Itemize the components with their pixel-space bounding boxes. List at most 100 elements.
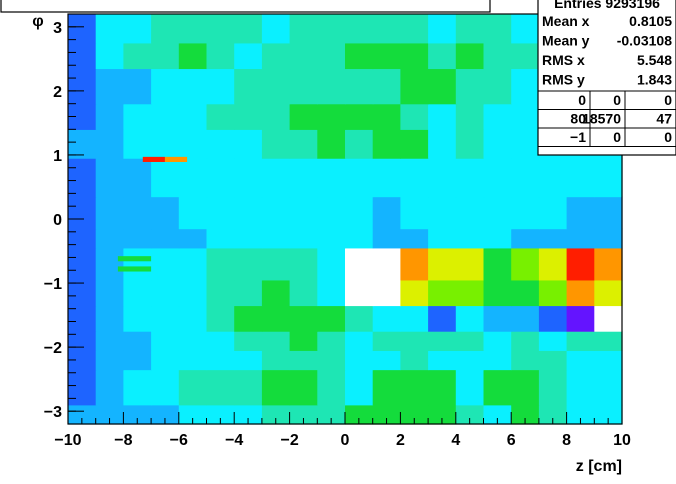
heatmap-cell	[317, 14, 346, 44]
heatmap-cell	[317, 228, 346, 249]
heatmap-cell	[95, 228, 124, 249]
x-tick-label: −10	[54, 432, 81, 449]
heatmap-cell	[594, 369, 623, 406]
heatmap-cell	[289, 129, 318, 159]
heatmap-cell	[289, 196, 318, 230]
heatmap-cell	[372, 196, 401, 230]
heatmap-cell	[151, 404, 180, 425]
heatmap-cell	[400, 103, 429, 130]
heatmap-cell	[68, 369, 97, 406]
heatmap-cell	[178, 404, 208, 425]
heatmap-cell	[178, 129, 208, 159]
y-tick-label: 3	[53, 20, 62, 37]
heatmap-cell	[261, 14, 291, 44]
heatmap-cell	[372, 158, 401, 198]
heatmap-cell	[317, 305, 346, 332]
heatmap-cell	[206, 404, 235, 425]
heatmap-cell	[594, 331, 623, 351]
heatmap-cell	[68, 247, 97, 281]
heatmap-cell	[566, 350, 595, 371]
heatmap-cell	[261, 279, 291, 307]
heatmap-cell	[511, 279, 540, 307]
heatmap-cell	[511, 305, 540, 332]
heatmap-cell	[400, 68, 429, 105]
x-tick-label: 4	[451, 432, 460, 449]
x-tick-label: 0	[341, 432, 350, 449]
heatmap-cell	[483, 103, 512, 130]
heatmap-cell	[289, 158, 318, 198]
heatmap-stripe	[164, 156, 188, 162]
heatmap-cell	[123, 247, 152, 281]
heatmap-cell	[151, 279, 180, 307]
y-tick-label: 1	[53, 148, 62, 165]
heatmap-cell	[400, 247, 429, 281]
heatmap-cell	[95, 404, 124, 425]
heatmap-cell	[317, 404, 346, 425]
heatmap-cell	[483, 129, 512, 159]
heatmap-cell	[372, 42, 401, 70]
heatmap-cell	[400, 196, 429, 230]
heatmap-cell	[428, 14, 457, 44]
heatmap-cell	[289, 14, 318, 44]
heatmap-cell	[372, 247, 401, 281]
heatmap-cell	[151, 369, 180, 406]
heatmap-cell	[511, 158, 540, 198]
heatmap-cell	[95, 247, 124, 281]
heatmap-cell	[566, 331, 595, 351]
heatmap-cell	[428, 404, 457, 425]
heatmap-cell	[511, 14, 540, 44]
heatmap-cell	[206, 350, 235, 371]
heatmap-cell	[234, 129, 263, 159]
heatmap-cell	[400, 369, 429, 406]
heatmap-cell	[483, 42, 512, 70]
heatmap-cell	[151, 14, 180, 44]
heatmap-cell	[68, 158, 97, 198]
heatmap-cell	[178, 247, 208, 281]
heatmap-cell	[317, 68, 346, 105]
heatmap-cell	[566, 404, 595, 425]
heatmap-cell	[317, 196, 346, 230]
heatmap-cell	[261, 350, 291, 371]
stats-label: RMS y	[542, 72, 585, 88]
heatmap-cell	[372, 331, 401, 351]
heatmap-cell	[317, 369, 346, 406]
heatmap-cell	[400, 158, 429, 198]
heatmap-cell	[594, 404, 623, 425]
heatmap-cell	[317, 103, 346, 130]
heatmap-cell	[95, 196, 124, 230]
heatmap-cell	[594, 158, 623, 198]
heatmap-cell	[372, 369, 401, 406]
heatmap-cell	[400, 42, 429, 70]
heatmap-cell	[400, 279, 429, 307]
heatmap-cell	[372, 279, 401, 307]
heatmap-cell	[345, 369, 374, 406]
heatmap-cell	[538, 331, 568, 351]
heatmap-cell	[234, 196, 263, 230]
heatmap-cell	[345, 103, 374, 130]
heatmap-cell	[511, 331, 540, 351]
heatmap-cell	[428, 103, 457, 130]
heatmap-cell	[234, 331, 263, 351]
heatmap-cell	[95, 68, 124, 105]
heatmap-cell	[428, 350, 457, 371]
heatmap-cell	[511, 247, 540, 281]
heatmap-cell	[289, 404, 318, 425]
heatmap-cell	[123, 279, 152, 307]
stats-grid-cell: 0	[664, 92, 672, 108]
heatmap-cell	[206, 305, 235, 332]
x-tick-label: 8	[562, 432, 571, 449]
heatmap-cell	[345, 350, 374, 371]
heatmap-cell	[123, 103, 152, 130]
heatmap-cell	[289, 279, 318, 307]
heatmap-cell	[538, 228, 568, 249]
stats-title: Entries 9293196	[554, 0, 660, 11]
heatmap-cell	[455, 350, 485, 371]
heatmap-cell	[428, 42, 457, 70]
heatmap-cell	[428, 369, 457, 406]
heatmap-cell	[68, 42, 97, 70]
heatmap-cell	[372, 228, 401, 249]
heatmap-stripe	[117, 266, 152, 272]
heatmap-cell	[372, 129, 401, 159]
heatmap-cell	[68, 279, 97, 307]
